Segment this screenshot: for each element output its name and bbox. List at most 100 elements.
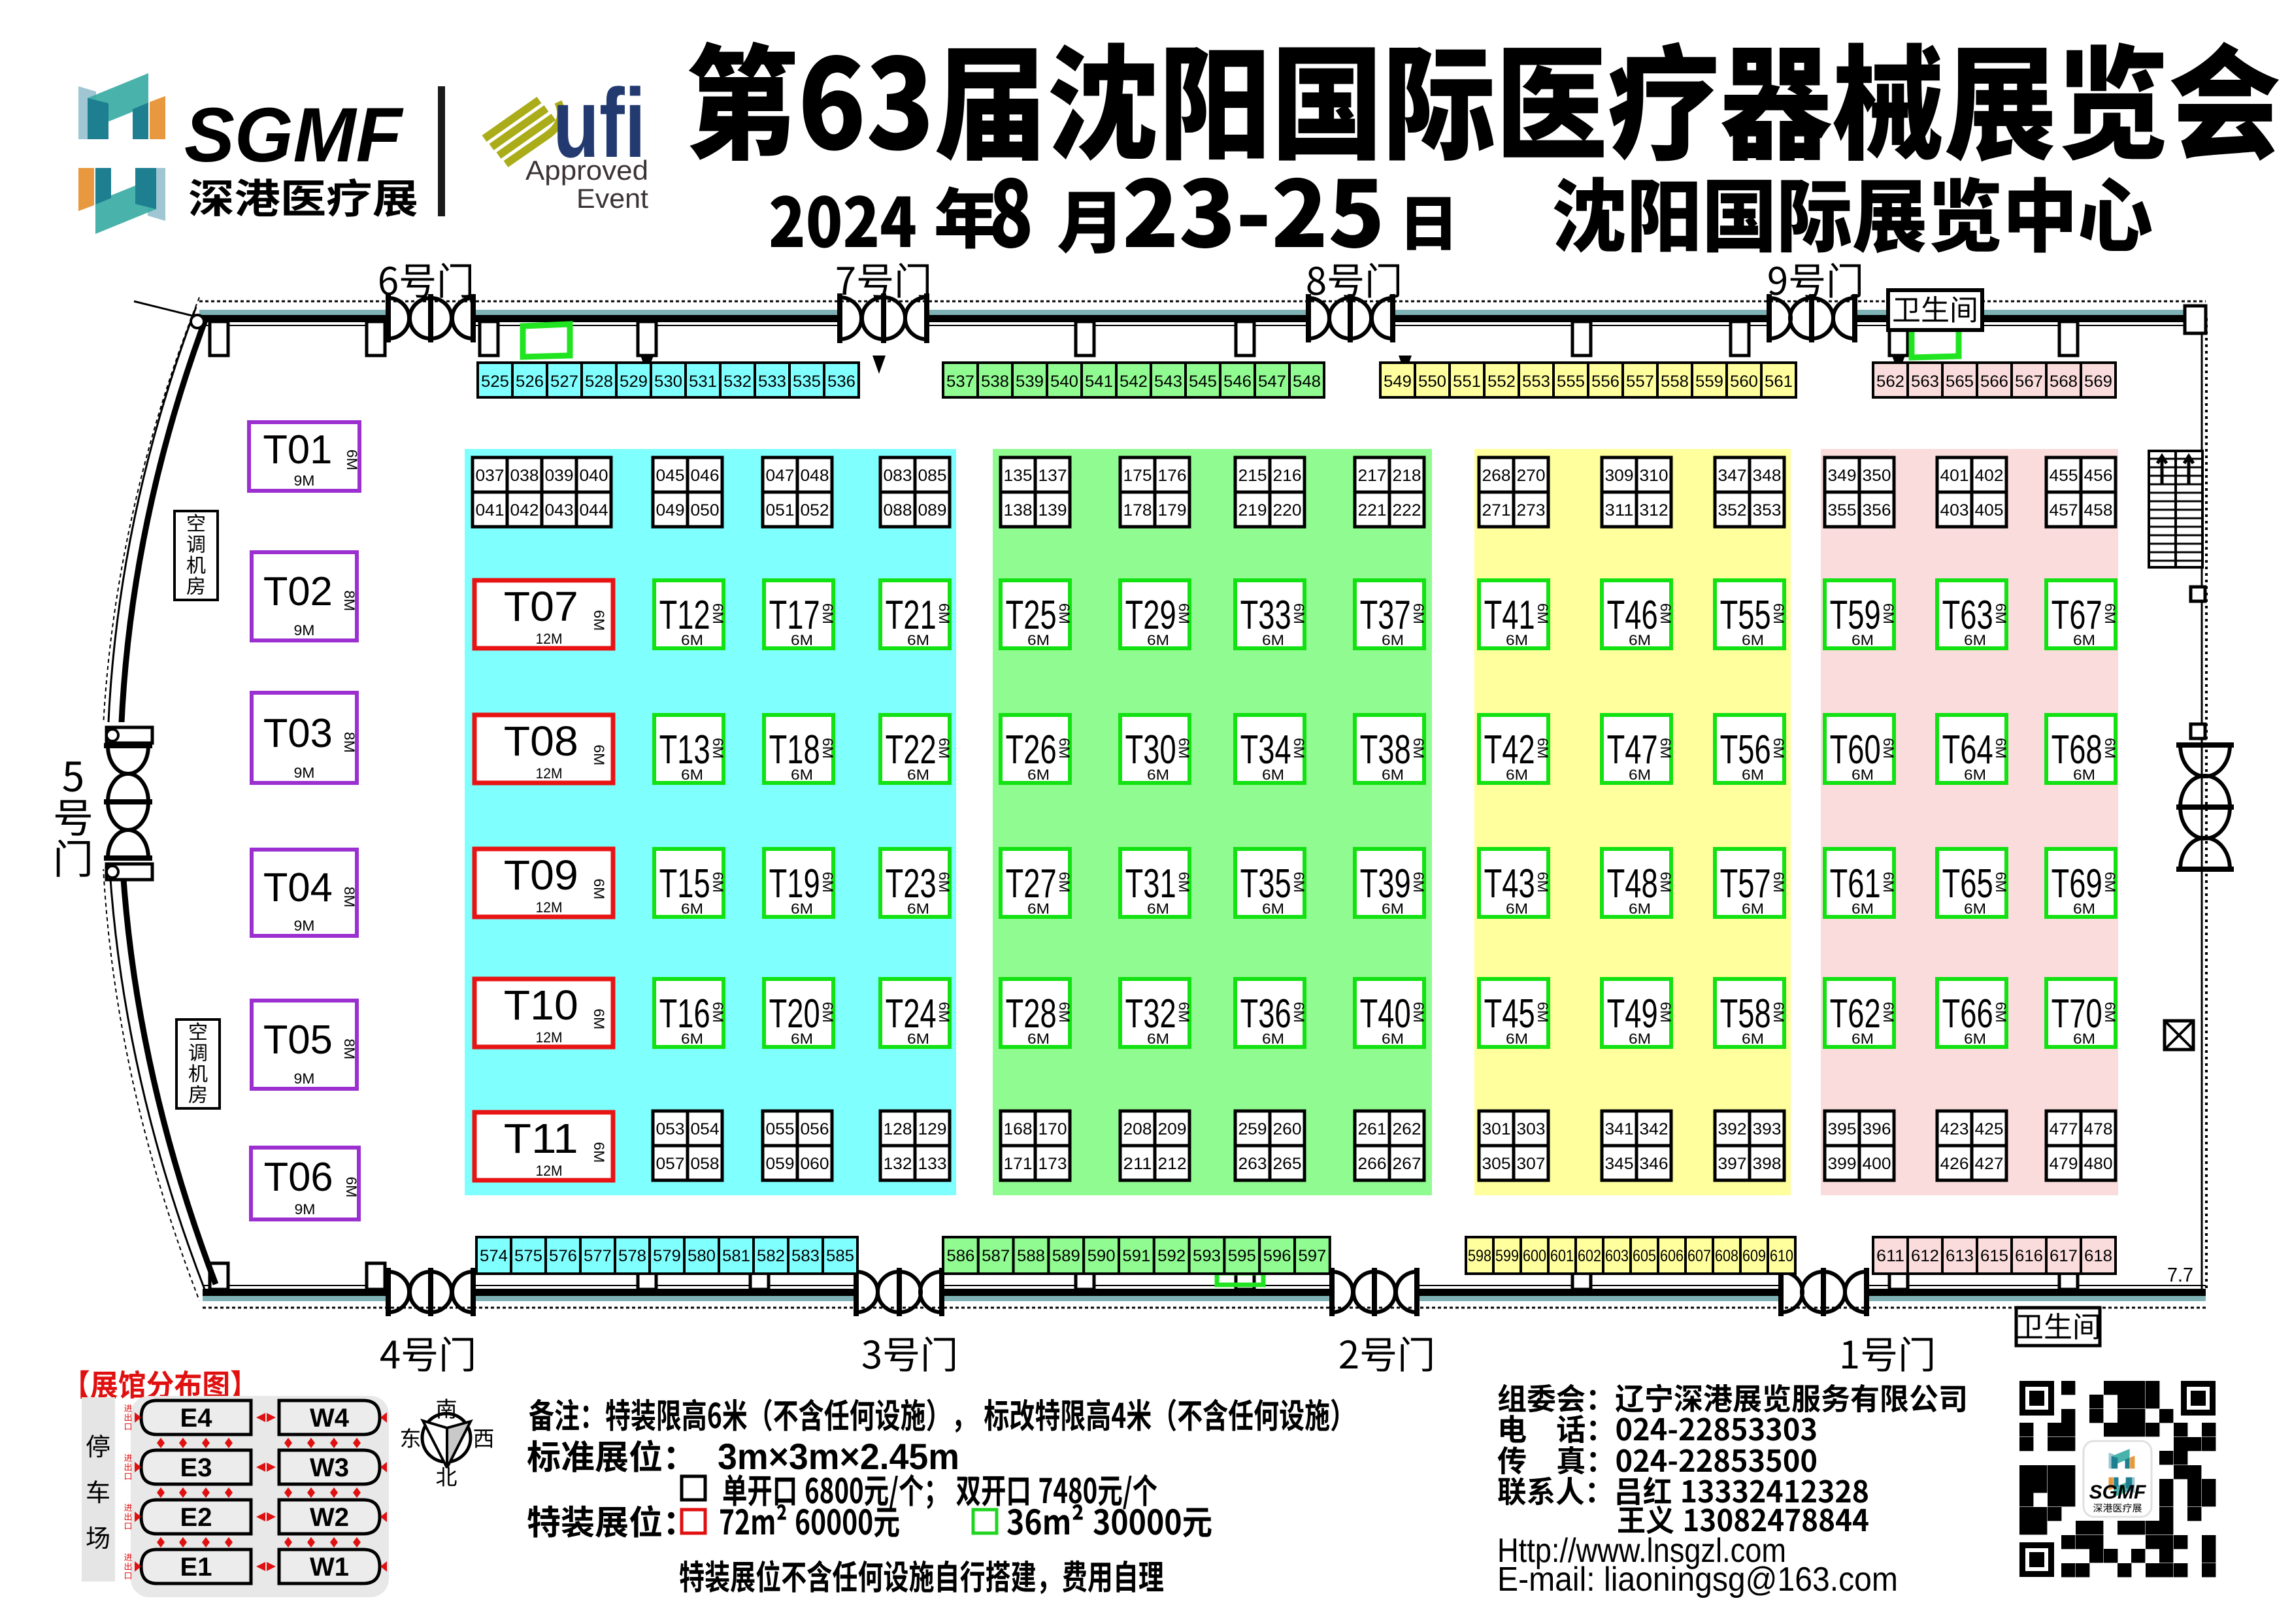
svg-text:051: 051 [766, 501, 795, 520]
svg-text:6M: 6M [1993, 738, 2009, 759]
svg-text:6M: 6M [936, 603, 952, 624]
svg-text:610: 610 [1770, 1247, 1793, 1265]
svg-text:6M: 6M [1852, 767, 1874, 783]
svg-text:602: 602 [1578, 1247, 1601, 1265]
svg-text:6M: 6M [1964, 767, 1986, 783]
svg-text:T07: T07 [504, 583, 578, 630]
svg-text:541: 541 [1085, 373, 1113, 391]
svg-text:6M: 6M [820, 872, 836, 893]
svg-text:6M: 6M [1291, 1002, 1307, 1023]
svg-text:089: 089 [918, 501, 947, 520]
svg-text:613: 613 [1946, 1247, 1974, 1265]
svg-text:401: 401 [1940, 467, 1969, 485]
svg-text:537: 537 [946, 373, 974, 391]
svg-text:039: 039 [545, 467, 574, 485]
svg-text:Event: Event [576, 183, 648, 214]
svg-text:6M: 6M [2073, 1031, 2095, 1047]
svg-text:T10: T10 [504, 982, 578, 1029]
svg-text:217: 217 [1358, 467, 1387, 485]
svg-text:527: 527 [550, 373, 578, 391]
svg-text:400: 400 [1863, 1155, 1891, 1173]
svg-text:271: 271 [1482, 501, 1511, 520]
svg-text:6M: 6M [2073, 632, 2095, 648]
svg-text:055: 055 [766, 1120, 795, 1138]
svg-text:526: 526 [516, 373, 544, 391]
svg-text:457: 457 [2050, 501, 2078, 520]
svg-text:581: 581 [722, 1247, 750, 1265]
svg-text:6M: 6M [1147, 767, 1169, 783]
svg-text:531: 531 [689, 373, 717, 391]
svg-text:263: 263 [1238, 1155, 1267, 1173]
svg-text:479: 479 [2050, 1155, 2078, 1173]
svg-text:582: 582 [757, 1247, 785, 1265]
svg-text:209: 209 [1158, 1120, 1187, 1138]
svg-text:349: 349 [1828, 467, 1857, 485]
svg-text:6M: 6M [1629, 1031, 1651, 1047]
svg-text:211: 211 [1123, 1155, 1152, 1173]
svg-text:T63: T63 [1942, 593, 1993, 638]
svg-text:259: 259 [1238, 1120, 1267, 1138]
svg-text:265: 265 [1273, 1155, 1302, 1173]
svg-text:6M: 6M [1964, 901, 1986, 917]
svg-text:128: 128 [884, 1120, 912, 1138]
svg-text:T34: T34 [1240, 727, 1291, 772]
svg-text:575: 575 [514, 1247, 542, 1265]
svg-text:6M: 6M [1506, 1031, 1528, 1047]
svg-text:6M: 6M [1770, 738, 1787, 759]
svg-text:T12: T12 [659, 593, 710, 638]
svg-text:586: 586 [946, 1247, 974, 1265]
svg-text:355: 355 [1828, 501, 1857, 520]
svg-text:606: 606 [1660, 1247, 1684, 1265]
svg-text:609: 609 [1742, 1247, 1766, 1265]
svg-text:6M: 6M [2102, 872, 2118, 893]
svg-text:T62: T62 [1830, 991, 1881, 1036]
svg-text:8M: 8M [341, 590, 357, 611]
svg-text:6M: 6M [1852, 1031, 1874, 1047]
svg-text:212: 212 [1158, 1155, 1187, 1173]
svg-text:6M: 6M [1382, 1031, 1404, 1047]
svg-text:6M: 6M [1027, 901, 1050, 917]
svg-text:557: 557 [1626, 373, 1654, 391]
svg-text:139: 139 [1038, 501, 1067, 520]
svg-text:T33: T33 [1240, 593, 1291, 638]
svg-text:591: 591 [1122, 1247, 1150, 1265]
svg-text:342: 342 [1640, 1120, 1669, 1138]
svg-text:6M: 6M [710, 1002, 726, 1023]
svg-text:540: 540 [1050, 373, 1078, 391]
svg-text:6M: 6M [1147, 1031, 1169, 1047]
svg-text:273: 273 [1517, 501, 1546, 520]
svg-text:T45: T45 [1484, 991, 1535, 1036]
svg-text:176: 176 [1158, 467, 1187, 485]
svg-text:6M: 6M [1657, 1002, 1674, 1023]
svg-text:6M: 6M [791, 901, 813, 917]
svg-text:T21: T21 [886, 593, 937, 638]
svg-text:T04: T04 [263, 865, 333, 910]
svg-text:6M: 6M [1880, 1002, 1897, 1023]
svg-text:559: 559 [1695, 373, 1723, 391]
svg-text:T57: T57 [1720, 861, 1771, 906]
svg-text:576: 576 [549, 1247, 577, 1265]
svg-text:T67: T67 [2051, 593, 2102, 638]
svg-text:215: 215 [1238, 467, 1267, 485]
svg-text:T35: T35 [1240, 861, 1291, 906]
svg-text:6M: 6M [1410, 603, 1427, 624]
svg-text:552: 552 [1487, 373, 1516, 391]
svg-text:6M: 6M [1880, 738, 1897, 759]
svg-text:T48: T48 [1607, 861, 1658, 906]
svg-text:173: 173 [1038, 1155, 1067, 1173]
svg-text:6M: 6M [1410, 872, 1427, 893]
svg-text:477: 477 [2050, 1120, 2078, 1138]
svg-text:133: 133 [918, 1155, 947, 1173]
svg-text:593: 593 [1193, 1247, 1221, 1265]
svg-text:530: 530 [654, 373, 682, 391]
svg-text:T05: T05 [263, 1018, 333, 1063]
svg-text:6M: 6M [1262, 767, 1284, 783]
svg-text:6M: 6M [791, 1031, 813, 1047]
svg-text:T41: T41 [1484, 593, 1535, 638]
svg-text:270: 270 [1517, 467, 1546, 485]
svg-text:260: 260 [1273, 1120, 1302, 1138]
svg-text:6M: 6M [936, 872, 952, 893]
svg-text:6M: 6M [1291, 872, 1307, 893]
svg-text:168: 168 [1004, 1120, 1033, 1138]
svg-text:307: 307 [1517, 1155, 1546, 1173]
